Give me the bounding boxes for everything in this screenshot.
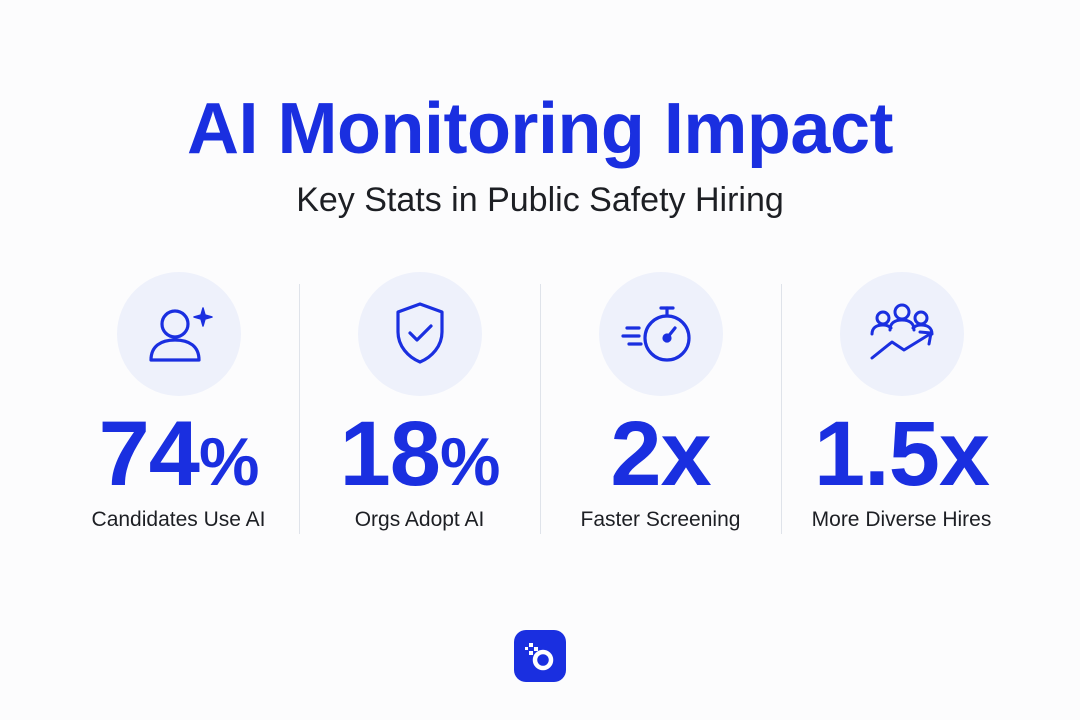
stat-value: 2x [610,403,711,505]
stats-row: 74% Candidates Use AI 18% Orgs Adopt AI [58,268,1022,538]
stat-diverse-hires: 1.5x More Diverse Hires [781,268,1022,538]
stat-label: Candidates Use AI [91,508,266,531]
stat-divider [299,284,300,534]
stat-divider [781,284,782,534]
page-subtitle: Key Stats in Public Safety Hiring [296,181,784,219]
stat-orgs: 18% Orgs Adopt AI [299,268,540,538]
user-sparkle-icon [116,272,241,396]
stat-screening: 2x Faster Screening [540,268,781,538]
stopwatch-speed-icon [598,272,723,396]
stat-value: 74% [98,403,260,505]
brand-logo-icon [514,630,566,682]
stat-label: Faster Screening [580,508,741,531]
stat-value: 18% [339,403,501,505]
stat-label: Orgs Adopt AI [354,508,485,531]
stat-divider [540,284,541,534]
page-title: AI Monitoring Impact [187,89,893,169]
shield-check-icon [357,272,482,396]
stat-candidates: 74% Candidates Use AI [58,268,299,538]
stat-value: 1.5x [813,403,990,505]
group-growth-icon [839,272,964,396]
stat-label: More Diverse Hires [811,508,992,531]
